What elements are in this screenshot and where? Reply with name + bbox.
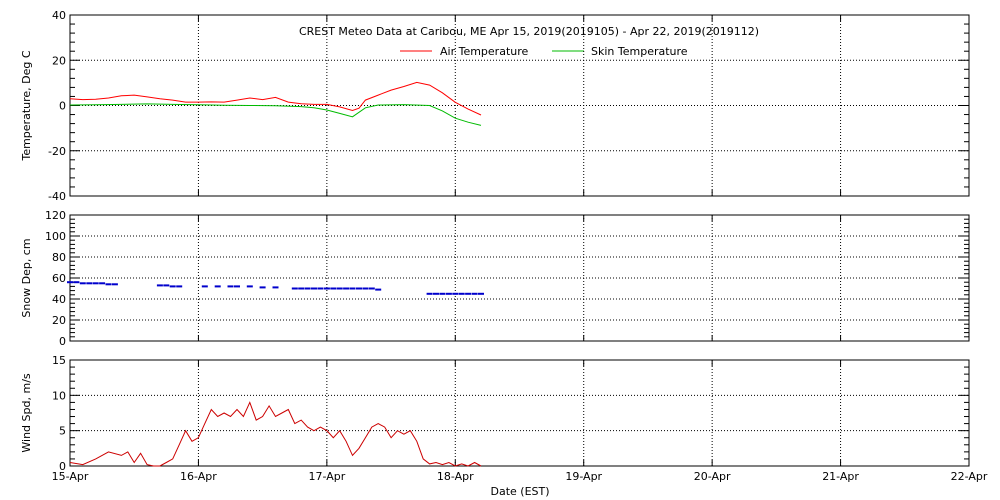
plot-frame <box>69 14 970 197</box>
y-tick-label: 15 <box>52 354 66 367</box>
data-point <box>298 287 305 290</box>
y-tick-label: 100 <box>45 230 66 243</box>
data-point <box>439 292 446 295</box>
series-line <box>69 81 482 116</box>
legend-label-skin: Skin Temperature <box>591 45 688 58</box>
x-tick-label: 17-Apr <box>308 470 345 483</box>
y-tick-label: -40 <box>48 190 66 203</box>
data-point <box>362 287 369 290</box>
y-tick-label: 0 <box>59 100 66 113</box>
y-tick-label: 120 <box>45 209 66 222</box>
data-point <box>349 287 356 290</box>
data-point <box>471 292 478 295</box>
y-axis-label: Temperature, Deg C <box>20 50 33 161</box>
legend-label-air: Air Temperature <box>440 45 529 58</box>
y-tick-label: 0 <box>59 460 66 473</box>
y-tick-label: 40 <box>52 9 66 22</box>
data-point <box>105 283 112 286</box>
wind-speed-panel: 0 5 10 15 Wind Spd, m/s <box>20 354 970 473</box>
y-tick-label: 80 <box>52 251 66 264</box>
data-point <box>227 285 234 288</box>
y-tick-label: 60 <box>52 272 66 285</box>
y-tick-label: 20 <box>52 314 66 327</box>
y-axis-label: Wind Spd, m/s <box>20 373 33 453</box>
x-tick-label: 22-Apr <box>951 470 988 483</box>
x-tick-label: 20-Apr <box>694 470 731 483</box>
data-point <box>79 282 86 285</box>
x-tick-label: 16-Apr <box>180 470 217 483</box>
data-point <box>73 281 80 284</box>
data-point <box>433 292 439 295</box>
snow-depth-panel: 0 20 40 60 80 100 120 Snow Dep, cm <box>20 209 970 348</box>
data-point <box>86 282 93 285</box>
data-point <box>234 285 240 288</box>
data-point <box>478 292 484 295</box>
y-tick-label: -20 <box>48 145 66 158</box>
temperature-panel: -40 -20 0 20 40 Temperature, Deg C <box>20 9 970 203</box>
data-point <box>246 285 253 288</box>
series-line <box>69 103 482 126</box>
data-point <box>67 281 73 284</box>
y-axis-label: Snow Dep, cm <box>20 238 33 317</box>
chart-title: CREST Meteo Data at Caribou, ME Apr 15, … <box>299 25 759 38</box>
data-point <box>169 285 176 288</box>
legend: Air Temperature Skin Temperature <box>400 45 688 58</box>
data-point <box>163 284 170 287</box>
data-point <box>272 286 279 289</box>
data-point <box>156 284 163 287</box>
data-point <box>375 288 382 291</box>
x-tick-label: 15-Apr <box>52 470 89 483</box>
data-point <box>336 287 343 290</box>
data-point <box>452 292 459 295</box>
x-axis-label: Date (EST) <box>490 485 549 498</box>
data-point <box>458 292 465 295</box>
data-point <box>291 287 298 290</box>
y-tick-label: 5 <box>59 425 66 438</box>
data-point <box>99 282 106 285</box>
data-point <box>445 292 452 295</box>
x-tick-label: 18-Apr <box>437 470 474 483</box>
data-point <box>176 285 183 288</box>
data-point <box>201 285 208 288</box>
data-point <box>343 287 350 290</box>
data-point <box>317 287 324 290</box>
data-point <box>111 283 118 286</box>
y-tick-label: 0 <box>59 335 66 348</box>
data-point <box>259 286 266 289</box>
data-point <box>465 292 472 295</box>
data-point <box>323 287 330 290</box>
data-point <box>304 287 311 290</box>
chart-panels: -40 -20 0 20 40 Temperature, Deg C 0 20 40 60 80 10… <box>20 9 988 483</box>
data-point <box>311 287 317 290</box>
data-point <box>214 285 221 288</box>
data-point <box>92 282 99 285</box>
data-point <box>426 292 433 295</box>
y-tick-label: 10 <box>52 389 66 402</box>
series-line <box>69 401 482 467</box>
data-point <box>368 287 375 290</box>
plot-frame <box>69 214 970 342</box>
plot-frame <box>69 359 970 467</box>
y-tick-label: 20 <box>52 54 66 67</box>
x-tick-label: 21-Apr <box>822 470 859 483</box>
x-tick-label: 19-Apr <box>565 470 602 483</box>
data-point <box>330 287 337 290</box>
y-tick-label: 40 <box>52 293 66 306</box>
data-point <box>356 287 362 290</box>
